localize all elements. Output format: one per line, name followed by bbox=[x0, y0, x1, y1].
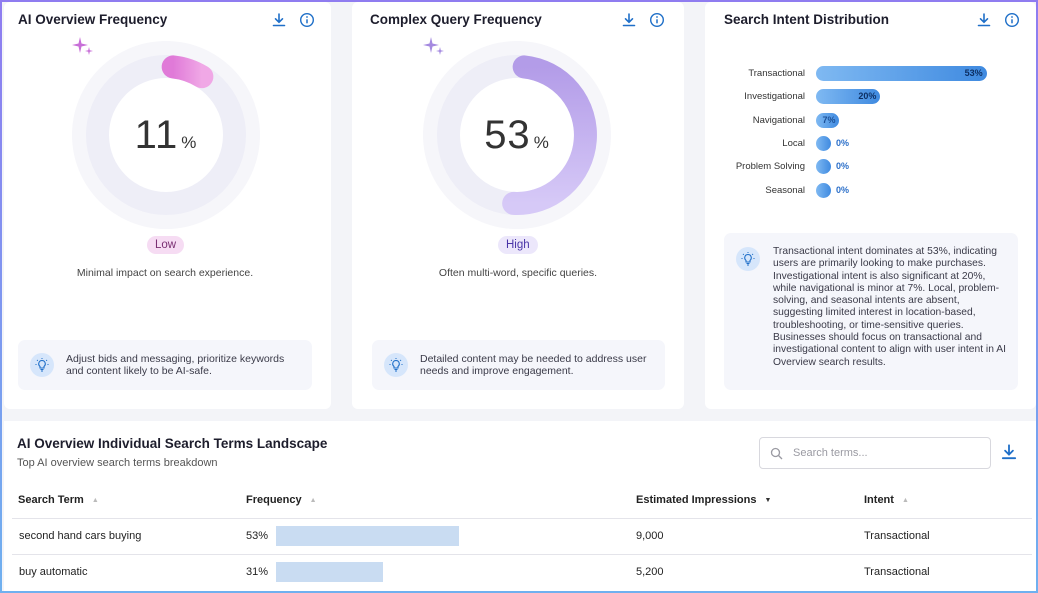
ai-overview-gauge: 11% bbox=[71, 37, 261, 230]
impressions-cell: 5,200 bbox=[636, 566, 664, 578]
impressions-cell: 9,000 bbox=[636, 530, 664, 542]
gauge-center: 11% bbox=[71, 37, 261, 230]
complex-query-gauge: 53% bbox=[422, 37, 612, 230]
level-badge: Low bbox=[147, 236, 185, 254]
intent-bar bbox=[816, 182, 831, 198]
sparkle-icon bbox=[423, 37, 444, 55]
lightbulb-icon bbox=[384, 353, 408, 377]
lightbulb-icon bbox=[736, 247, 760, 271]
search-intent-distribution-card: Search Intent Distribution Transactional… bbox=[705, 2, 1036, 409]
recommendation-text: Detailed content may be needed to addres… bbox=[420, 352, 647, 378]
gauge-fill-arc bbox=[161, 55, 214, 89]
intent-value: 7% bbox=[822, 114, 836, 125]
gauge-value: 11% bbox=[134, 112, 198, 157]
search-terms-input[interactable] bbox=[793, 447, 973, 459]
intent-label: Seasonal bbox=[765, 184, 805, 196]
level-badge: High bbox=[498, 236, 538, 254]
intent-bar bbox=[816, 89, 881, 105]
gauge-value: 53% bbox=[484, 112, 550, 157]
frequency-bar bbox=[276, 526, 459, 546]
card-title: Complex Query Frequency bbox=[370, 12, 542, 27]
intent-value: 0% bbox=[836, 161, 850, 172]
download-icon[interactable] bbox=[1000, 443, 1018, 461]
card-tools bbox=[621, 12, 665, 28]
intent-cell: Transactional bbox=[864, 530, 930, 542]
gauge-center: 53% bbox=[422, 37, 612, 230]
intent-bar bbox=[816, 159, 831, 175]
gauge-fill-arc bbox=[502, 55, 597, 215]
intent-label: Local bbox=[782, 137, 805, 149]
frequency-value: 31% bbox=[246, 566, 269, 578]
card-tools bbox=[976, 12, 1020, 28]
landscape-title: AI Overview Individual Search Terms Land… bbox=[17, 436, 328, 451]
card-title: AI Overview Frequency bbox=[18, 12, 168, 27]
ai-overview-frequency-card: AI Overview Frequency bbox=[4, 2, 331, 409]
download-icon[interactable] bbox=[976, 12, 992, 28]
sort-up-icon: ▲ bbox=[309, 496, 317, 504]
sparkle-icon bbox=[72, 37, 93, 55]
intent-summary-box: Transactional intent dominates at 53%, i… bbox=[724, 233, 1018, 390]
complex-query-frequency-card: Complex Query Frequency bbox=[352, 2, 684, 409]
intent-cell: Transactional bbox=[864, 566, 930, 578]
intent-label: Navigational bbox=[752, 114, 805, 126]
sort-down-icon: ▼ bbox=[764, 496, 772, 504]
column-header-impressions[interactable]: Estimated Impressions ▼ bbox=[636, 494, 772, 506]
frequency-value: 53% bbox=[246, 530, 269, 542]
row-divider bbox=[12, 554, 1032, 555]
frequency-bar bbox=[276, 562, 383, 582]
level-description: Often multi-word, specific queries. bbox=[438, 267, 598, 279]
row-divider bbox=[12, 518, 1032, 519]
level-description: Minimal impact on search experience. bbox=[76, 267, 254, 279]
recommendation-box: Adjust bids and messaging, prioritize ke… bbox=[18, 340, 312, 390]
landscape-subtitle: Top AI overview search terms breakdown bbox=[17, 457, 218, 469]
search-icon bbox=[770, 447, 783, 459]
intent-label: Investigational bbox=[744, 91, 805, 103]
sort-up-icon: ▲ bbox=[91, 496, 99, 504]
info-icon[interactable] bbox=[1004, 12, 1020, 28]
recommendation-text: Adjust bids and messaging, prioritize ke… bbox=[66, 352, 285, 378]
lightbulb-icon bbox=[30, 353, 54, 377]
info-icon[interactable] bbox=[299, 12, 315, 28]
download-icon[interactable] bbox=[621, 12, 637, 28]
search-terms-box[interactable] bbox=[759, 437, 991, 469]
intent-value: 0% bbox=[836, 137, 850, 148]
info-icon[interactable] bbox=[649, 12, 665, 28]
intent-bar bbox=[816, 112, 839, 128]
download-icon[interactable] bbox=[271, 12, 287, 28]
card-title: Search Intent Distribution bbox=[724, 12, 890, 27]
column-header-search-term[interactable]: Search Term ▲ bbox=[18, 494, 99, 506]
sort-up-icon: ▲ bbox=[901, 496, 909, 504]
column-header-frequency[interactable]: Frequency ▲ bbox=[246, 494, 317, 506]
intent-value: 20% bbox=[858, 91, 877, 102]
intent-value: 53% bbox=[964, 68, 983, 78]
card-tools bbox=[271, 12, 315, 28]
intent-label: Transactional bbox=[748, 68, 805, 79]
intent-summary-text: Transactional intent dominates at 53%, i… bbox=[773, 246, 1006, 368]
intent-bar-chart: Transactional 53% Investigational 20% Naviga… bbox=[705, 2, 1036, 202]
column-header-intent[interactable]: Intent ▲ bbox=[864, 494, 909, 506]
recommendation-box: Detailed content may be needed to addres… bbox=[372, 340, 665, 390]
intent-bar bbox=[816, 66, 987, 81]
search-term-cell: second hand cars buying bbox=[19, 530, 142, 542]
intent-bar bbox=[816, 135, 831, 151]
intent-value: 0% bbox=[836, 184, 850, 195]
search-term-cell: buy automatic bbox=[19, 566, 88, 578]
intent-label: Problem Solving bbox=[735, 161, 805, 173]
